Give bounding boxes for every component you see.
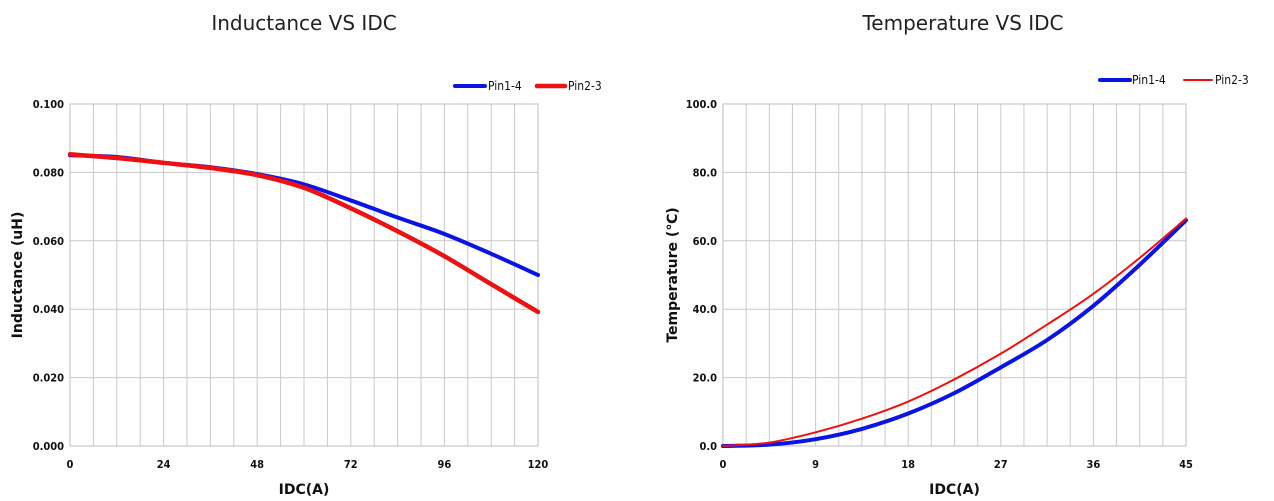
inductance-y-tick-label: 0.020 — [33, 372, 64, 385]
inductance-legend-label: Pin2-3 — [568, 79, 602, 93]
inductance-legend-label: Pin1-4 — [488, 79, 522, 93]
temperature-series-line-pin2-3 — [722, 217, 1187, 447]
temperature-x-tick-label: 36 — [1087, 458, 1101, 471]
inductance-y-tick-label: 0.060 — [33, 235, 64, 248]
temperature-y-tick-label: 20.0 — [693, 372, 718, 385]
temperature-y-axis-label: Temperature (℃) — [665, 207, 681, 342]
temperature-x-tick-label: 18 — [901, 458, 915, 471]
inductance-x-tick-label: 24 — [157, 458, 171, 471]
temperature-chart-svg: Temperature VS IDC 0.0 20.0 40.0 60.0 80.0 100… — [665, 11, 1249, 498]
inductance-x-axis-label: IDC(A) — [279, 482, 330, 498]
inductance-chart: Inductance VS IDC 0.000 0.020 0.040 0.060 0.0… — [10, 11, 602, 498]
temperature-y-tick-label: 100.0 — [686, 98, 717, 111]
temperature-legend: Pin1-4 Pin2-3 — [1098, 73, 1249, 87]
inductance-x-tick-label: 0 — [67, 458, 74, 471]
temperature-legend-label: Pin2-3 — [1215, 73, 1249, 87]
temperature-x-tick-label: 27 — [994, 458, 1008, 471]
inductance-x-tick-label: 120 — [528, 458, 549, 471]
temperature-x-axis-label: IDC(A) — [929, 482, 980, 498]
inductance-y-tick-label: 0.000 — [33, 440, 64, 453]
inductance-vertical-gridlines — [69, 104, 539, 446]
temperature-y-tick-label: 80.0 — [693, 166, 718, 179]
temperature-plot-frame — [722, 103, 1187, 447]
inductance-x-tick-label: 48 — [250, 458, 264, 471]
inductance-legend: Pin1-4 Pin2-3 — [453, 79, 602, 93]
temperature-chart-title: Temperature VS IDC — [861, 11, 1063, 35]
inductance-y-tick-label: 0.040 — [33, 303, 64, 316]
temperature-x-tick-label: 45 — [1179, 458, 1193, 471]
inductance-chart-title: Inductance VS IDC — [211, 11, 396, 35]
inductance-x-tick-label: 96 — [438, 458, 452, 471]
inductance-y-tick-label: 0.100 — [33, 98, 64, 111]
inductance-y-axis-label: Inductance (uH) — [10, 212, 26, 339]
inductance-chart-svg: Inductance VS IDC 0.000 0.020 0.040 0.060 0.0… — [10, 11, 602, 498]
inductance-series-line-pin2-3 — [67, 152, 541, 315]
inductance-x-tick-label: 72 — [344, 458, 358, 471]
temperature-legend-label: Pin1-4 — [1132, 73, 1166, 87]
inductance-y-tick-label: 0.080 — [33, 166, 64, 179]
temperature-x-tick-label: 9 — [812, 458, 819, 471]
temperature-y-tick-label: 60.0 — [693, 235, 718, 248]
temperature-x-tick-label: 0 — [720, 458, 727, 471]
temperature-series-line-pin1-4 — [721, 218, 1188, 448]
temperature-chart: Temperature VS IDC 0.0 20.0 40.0 60.0 80.0 100… — [637, 0, 1274, 501]
temperature-y-tick-label: 40.0 — [693, 303, 718, 316]
temperature-y-tick-label: 0.0 — [699, 440, 717, 453]
temperature-vertical-gridlines — [722, 104, 1187, 446]
